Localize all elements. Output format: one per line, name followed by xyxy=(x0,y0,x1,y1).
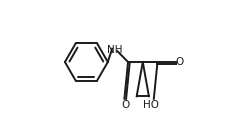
Text: NH: NH xyxy=(107,45,122,55)
Text: O: O xyxy=(121,100,129,110)
Text: HO: HO xyxy=(143,100,159,110)
Text: O: O xyxy=(176,57,184,67)
